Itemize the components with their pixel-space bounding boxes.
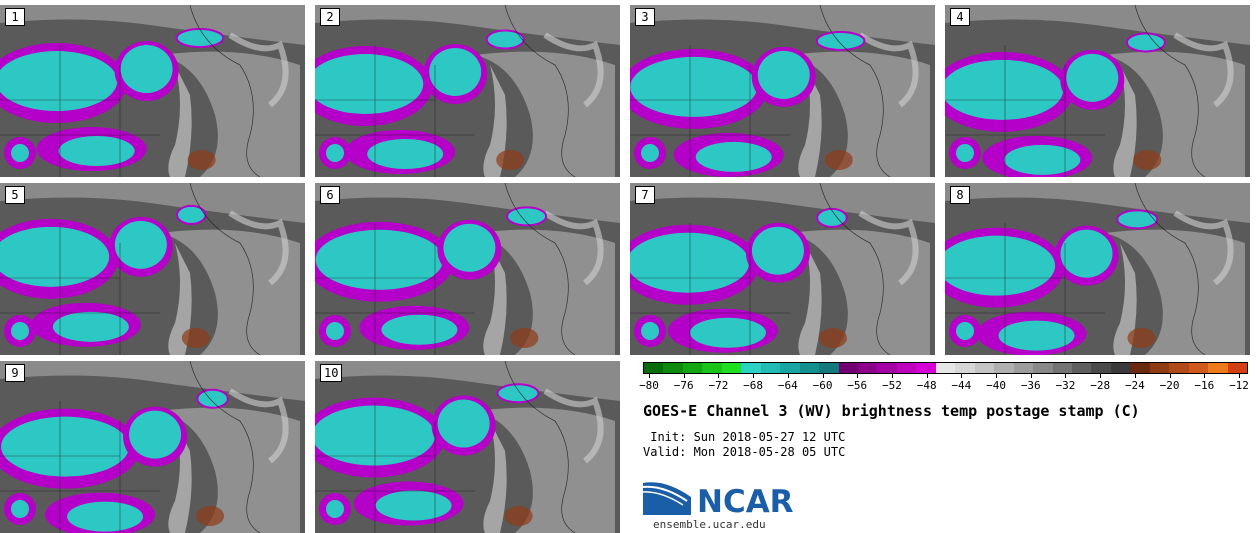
colorbar-swatch — [1208, 363, 1228, 373]
colorbar-swatch — [974, 363, 995, 373]
colorbar-swatch — [799, 363, 820, 373]
colorbar — [643, 362, 1248, 374]
stamp-member-label: 2 — [320, 8, 340, 26]
colorbar-swatch — [1033, 363, 1053, 373]
colorbar-swatch — [663, 363, 683, 373]
colorbar-swatch — [1130, 363, 1150, 373]
colorbar-tickmark — [891, 374, 893, 378]
colorbar-swatch — [1169, 363, 1189, 373]
colorbar-tickmark — [822, 374, 824, 378]
stamp-panel: 10 — [315, 361, 620, 533]
colorbar-tick-label: −76 — [673, 379, 694, 392]
colorbar-swatch — [721, 363, 742, 373]
colorbar-swatch — [1110, 363, 1131, 373]
colorbar-tick-label: −68 — [743, 379, 764, 392]
colorbar-swatch — [1071, 363, 1092, 373]
stamp-member-label: 7 — [635, 186, 655, 204]
colorbar-swatch — [955, 363, 975, 373]
stamp-member-label: 5 — [5, 186, 25, 204]
colorbar-tickmark — [787, 374, 789, 378]
colorbar-tickmark — [649, 374, 650, 378]
colorbar-tick-label: −44 — [951, 379, 972, 392]
colorbar-tick-label: −16 — [1194, 379, 1215, 392]
colorbar-tick-label: −32 — [1055, 379, 1076, 392]
stamp-member-label: 9 — [5, 364, 25, 382]
colorbar-tick-label: −60 — [812, 379, 833, 392]
stamp-member-label: 8 — [950, 186, 970, 204]
colorbar-tickmarks — [643, 374, 1248, 378]
colorbar-tickmark — [1100, 374, 1102, 378]
colorbar-swatch — [780, 363, 800, 373]
colorbar-tickmark — [996, 374, 998, 378]
colorbar-swatch — [741, 363, 761, 373]
colorbar-tickmark — [926, 374, 928, 378]
figure-title: GOES-E Channel 3 (WV) brightness temp po… — [643, 402, 1140, 420]
stamp-panel: 8 — [945, 183, 1250, 355]
colorbar-swatch — [702, 363, 722, 373]
colorbar-swatch — [1227, 363, 1248, 373]
colorbar-tick-label: −40 — [986, 379, 1006, 392]
stamp-member-label: 6 — [320, 186, 340, 204]
colorbar-tickmark — [753, 374, 755, 378]
colorbar-swatch — [819, 363, 839, 373]
stamp-panel: 4 — [945, 5, 1250, 177]
colorbar-tick-label: −36 — [1020, 379, 1041, 392]
colorbar-swatch — [857, 363, 878, 373]
colorbar-tick-label: −72 — [708, 379, 729, 392]
colorbar-swatch — [1052, 363, 1072, 373]
colorbar-swatch — [838, 363, 858, 373]
colorbar-swatch — [1149, 363, 1170, 373]
colorbar-swatch — [1091, 363, 1111, 373]
colorbar-tickmark — [961, 374, 963, 378]
stamp-panel: 9 — [0, 361, 305, 533]
colorbar-tickmark — [718, 374, 720, 378]
colorbar-swatch — [896, 363, 917, 373]
colorbar-tick-label: −24 — [1124, 379, 1145, 392]
stamp-member-label: 4 — [950, 8, 970, 26]
colorbar-swatch — [760, 363, 781, 373]
colorbar-swatch — [1013, 363, 1034, 373]
colorbar-tick-label: −28 — [1090, 379, 1111, 392]
colorbar-tick-label: −80 — [639, 379, 659, 392]
stamp-member-label: 1 — [5, 8, 25, 26]
colorbar-tick-labels: −80 −76 −72 −68 −64 −60 −56 −52 −48 −44 −40 −36 −32 −… — [639, 379, 1249, 393]
ncar-logo-icon — [643, 482, 691, 515]
colorbar-tickmark — [1204, 374, 1206, 378]
colorbar-tick-label: −52 — [882, 379, 902, 392]
colorbar-swatch — [994, 363, 1014, 373]
source-url: ensemble.ucar.edu — [653, 518, 766, 531]
ncar-logo-text: NCAR — [697, 484, 794, 520]
colorbar-tick-label: −48 — [916, 379, 937, 392]
colorbar-tick-label: −12 — [1229, 379, 1249, 392]
colorbar-tickmark — [1134, 374, 1136, 378]
colorbar-tickmark — [1065, 374, 1067, 378]
stamp-panel: 6 — [315, 183, 620, 355]
init-time: Init: Sun 2018-05-27 12 UTC — [643, 430, 846, 444]
valid-time: Valid: Mon 2018-05-28 05 UTC — [643, 445, 846, 459]
colorbar-tickmark — [683, 374, 685, 378]
colorbar-swatch — [916, 363, 936, 373]
colorbar-tick-label: −64 — [777, 379, 798, 392]
colorbar-swatch — [682, 363, 703, 373]
stamp-panel: 2 — [315, 5, 620, 177]
colorbar-tickmark — [1239, 374, 1240, 378]
colorbar-swatch — [877, 363, 897, 373]
colorbar-tickmark — [857, 374, 859, 378]
stamp-panel: 1 — [0, 5, 305, 177]
colorbar-tick-label: −56 — [847, 379, 868, 392]
stamp-member-label: 10 — [320, 364, 343, 382]
colorbar-tickmark — [1030, 374, 1032, 378]
colorbar-swatch — [644, 363, 664, 373]
colorbar-swatch — [935, 363, 956, 373]
colorbar-swatch — [1188, 363, 1209, 373]
stamp-panel: 7 — [630, 183, 935, 355]
colorbar-tickmark — [1169, 374, 1171, 378]
stamp-panel: 3 — [630, 5, 935, 177]
colorbar-tick-label: −20 — [1159, 379, 1180, 392]
stamp-member-label: 3 — [635, 8, 655, 26]
stamp-panel: 5 — [0, 183, 305, 355]
